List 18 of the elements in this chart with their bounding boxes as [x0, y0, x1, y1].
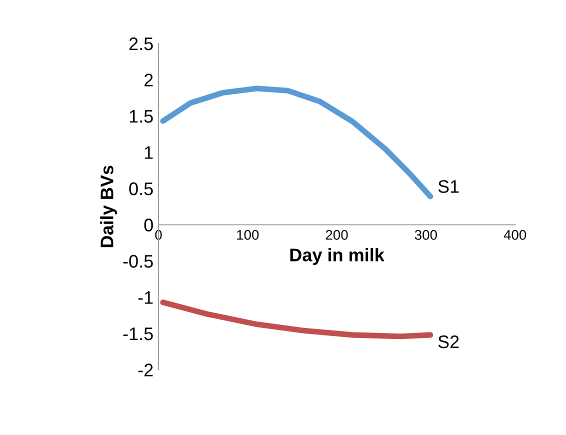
y-tick-label: 2.5 — [129, 37, 153, 50]
x-tick-label: 300 — [414, 230, 437, 240]
y-tick-label: 1.5 — [130, 110, 153, 123]
x-tick-label: 200 — [326, 230, 348, 240]
y-tick-label: 0 — [144, 218, 153, 232]
x-tick-label: 100 — [237, 230, 259, 240]
y-tick-label: -2 — [138, 364, 153, 376]
y-tick-label: -1 — [138, 291, 153, 304]
y-axis-title: Daily BVs — [100, 166, 117, 248]
y-tick-label: 0.5 — [129, 182, 153, 196]
series-label: S2 — [438, 335, 459, 348]
x-axis-title: Day in milk — [290, 248, 384, 265]
x-tick-label: 400 — [504, 230, 526, 240]
y-tick-label: 2 — [144, 74, 153, 86]
y-tick-label: -1.5 — [123, 328, 153, 340]
y-tick-label: -0.5 — [123, 254, 153, 268]
y-tick-label: 1 — [144, 146, 153, 159]
series-label: S1 — [438, 180, 459, 193]
